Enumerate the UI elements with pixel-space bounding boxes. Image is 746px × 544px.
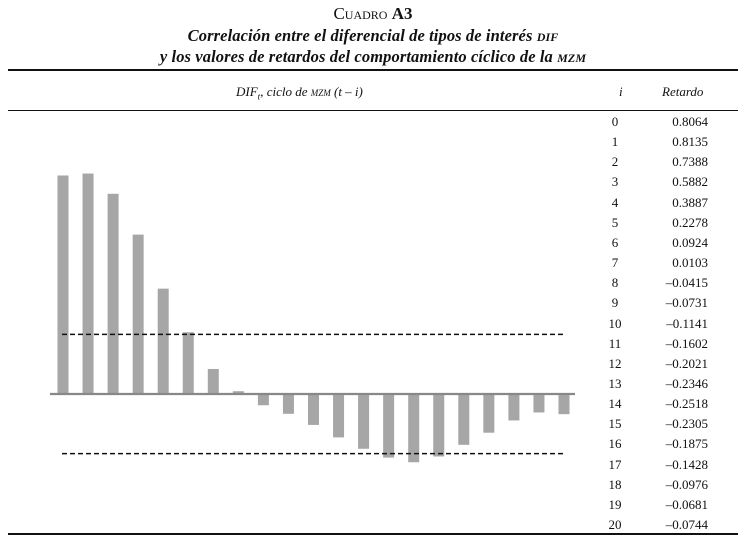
header-i: i: [619, 84, 623, 99]
row-i-18: 18: [608, 476, 622, 492]
row-retardo-10: –0.1141: [666, 315, 708, 331]
row-i-2: 2: [611, 154, 619, 170]
row-i-14: 14: [608, 396, 622, 412]
title-line-1-acronym: dif: [536, 26, 559, 45]
row-i-7: 7: [611, 255, 619, 271]
table-number-value: A3: [391, 4, 413, 23]
row-i-20: 20: [608, 517, 622, 532]
row-i-13: 13: [608, 375, 622, 391]
row-retardo-17: –0.1428: [665, 456, 708, 472]
row-retardo-1: 0.8135: [672, 134, 708, 150]
row-retardo-18: –0.0976: [665, 476, 708, 492]
bottom-rule: [8, 533, 738, 535]
bar-lag-16: [458, 394, 470, 445]
row-retardo-8: –0.0415: [665, 275, 708, 291]
header-dif-acronym: mzm: [310, 84, 331, 99]
row-i-19: 19: [608, 496, 622, 512]
row-retardo-3: 0.5882: [672, 174, 708, 190]
bar-lag-6: [207, 368, 219, 394]
bars-group: [57, 173, 570, 463]
row-retardo-9: –0.0731: [665, 295, 708, 311]
bar-lag-10: [308, 394, 319, 425]
header-rule: [8, 110, 738, 111]
row-i-4: 4: [611, 194, 619, 210]
title-line-2-acronym: mzm: [557, 47, 587, 66]
table-number: Cuadro A3: [0, 4, 746, 24]
bar-lag-0: [57, 175, 69, 394]
bar-lag-12: [358, 394, 370, 449]
bar-lag-11: [333, 394, 345, 438]
row-i-3: 3: [611, 174, 619, 190]
bar-lag-5: [182, 332, 194, 394]
bar-lag-2: [107, 193, 119, 394]
bar-lag-8: [257, 394, 269, 406]
row-retardo-0: 0.8064: [672, 114, 708, 129]
bar-lag-19: [533, 394, 545, 413]
row-i-8: 8: [611, 275, 619, 291]
row-retardo-7: 0.0103: [672, 255, 708, 271]
row-i-9: 9: [611, 295, 619, 311]
row-i-0: 0: [611, 114, 619, 129]
row-i-17: 17: [608, 456, 622, 472]
row-i-15: 15: [608, 416, 622, 432]
title-line-1-text: Correlación entre el diferencial de tipo…: [187, 26, 537, 45]
table-label: Cuadro: [333, 4, 388, 23]
title-line-2-text: y los valores de retardos del comportami…: [159, 47, 558, 66]
row-retardo-11: –0.1602: [665, 335, 708, 351]
bar-lag-3: [132, 234, 144, 394]
row-retardo-12: –0.2021: [665, 355, 708, 371]
header-dif-subscript: t: [257, 91, 261, 102]
row-retardo-6: 0.0924: [672, 234, 708, 250]
bar-lag-9: [282, 394, 294, 414]
table-title-line-2: y los valores de retardos del comportami…: [0, 47, 746, 67]
table-title-line-1: Correlación entre el diferencial de tipo…: [0, 26, 746, 46]
bar-lag-7: [232, 391, 244, 394]
row-retardo-13: –0.2346: [665, 375, 708, 391]
header-dif-prefix: DIF: [236, 84, 258, 99]
header-retardo: Retardo: [662, 84, 704, 99]
header-dif: DIFt, ciclo de mzm (t – i): [236, 84, 363, 102]
header-dif-suffix: (t – i): [330, 84, 363, 99]
row-retardo-5: 0.2278: [672, 214, 708, 230]
bar-chart: [50, 173, 575, 463]
row-retardo-2: 0.7388: [672, 154, 708, 170]
bar-lag-20: [558, 394, 570, 415]
row-i-16: 16: [608, 436, 622, 452]
row-retardo-15: –0.2305: [665, 416, 708, 432]
row-i-10: 10: [608, 315, 622, 331]
bar-lag-14: [408, 394, 420, 463]
header-dif-mid: , ciclo de: [260, 84, 311, 99]
top-rule: [8, 69, 738, 71]
row-i-6: 6: [611, 234, 619, 250]
bar-lag-4: [157, 288, 169, 394]
bar-lag-1: [82, 173, 94, 394]
row-retardo-20: –0.0744: [665, 517, 708, 532]
row-i-5: 5: [611, 214, 619, 230]
bar-lag-18: [508, 394, 520, 421]
bar-lag-17: [483, 394, 495, 433]
row-i-11: 11: [608, 335, 622, 351]
row-retardo-19: –0.0681: [665, 496, 708, 512]
row-retardo-16: –0.1875: [665, 436, 708, 452]
bar-lag-13: [383, 394, 395, 458]
row-retardo-4: 0.3887: [672, 194, 708, 210]
bar-lag-15: [433, 394, 445, 457]
row-i-12: 12: [608, 355, 622, 371]
row-retardo-14: –0.2518: [665, 396, 708, 412]
row-i-1: 1: [611, 134, 619, 150]
